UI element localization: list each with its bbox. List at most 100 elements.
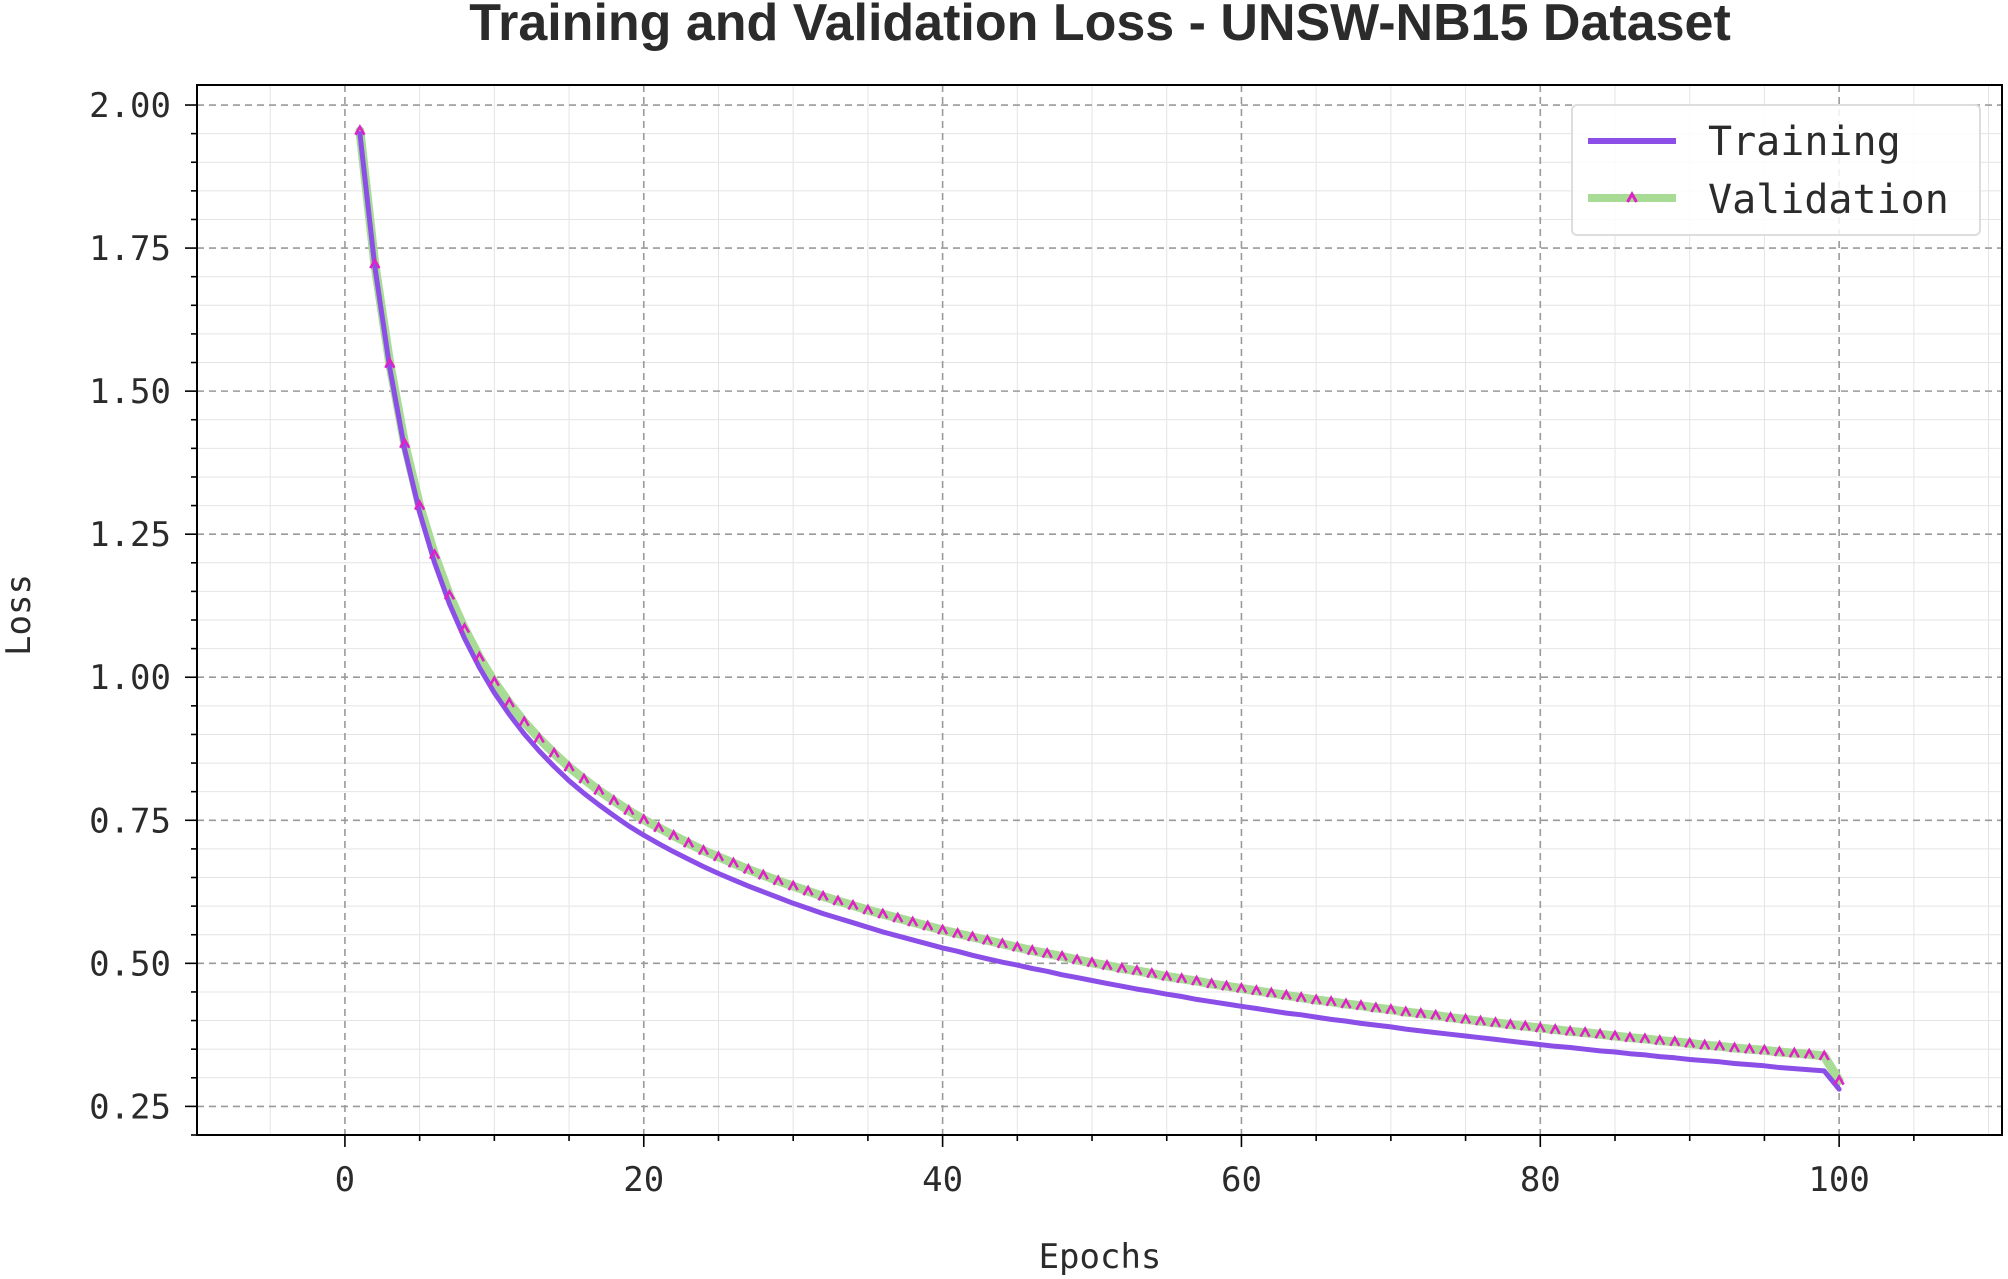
validation-marker (1071, 953, 1083, 965)
major-gridlines (197, 85, 2002, 1135)
validation-marker (638, 813, 650, 825)
validation-marker (1803, 1047, 1815, 1059)
validation-marker (458, 621, 471, 634)
y-tick-label: 1.50 (89, 372, 171, 412)
validation-marker (653, 821, 665, 833)
validation-marker (922, 919, 934, 931)
x-axis-ticks: 0 20 40 60 80 100 (335, 1135, 1915, 1200)
validation-marker (578, 772, 590, 784)
validation-marker (1699, 1038, 1711, 1050)
validation-marker (1146, 966, 1158, 979)
validation-marker (563, 760, 575, 772)
validation-marker (1415, 1007, 1427, 1019)
legend-validation-label: Validation (1708, 177, 1949, 223)
validation-marker (503, 696, 515, 708)
validation-marker (1459, 1012, 1472, 1025)
legend-training-label: Training (1708, 119, 1901, 165)
validation-marker (1474, 1014, 1487, 1026)
x-tick-label: 0 (335, 1160, 355, 1200)
validation-marker (697, 843, 710, 856)
validation-marker (1579, 1025, 1591, 1038)
validation-marker (443, 588, 456, 601)
validation-marker (1295, 991, 1307, 1003)
validation-marker (966, 930, 979, 942)
validation-marker (1684, 1036, 1696, 1049)
validation-marker (1280, 988, 1292, 1001)
validation-marker (1056, 949, 1068, 962)
validation-marker (757, 868, 769, 880)
x-tick-label: 100 (1808, 1160, 1869, 1200)
validation-marker (951, 926, 964, 939)
y-tick-label: 2.00 (89, 86, 171, 126)
plot-frame (196, 84, 2003, 1136)
validation-marker (1041, 946, 1053, 959)
validation-marker (518, 715, 530, 727)
validation-marker (1669, 1035, 1681, 1047)
validation-marker (802, 884, 814, 896)
validation-marker (1161, 969, 1173, 982)
validation-marker (1340, 997, 1352, 1009)
validation-marker (877, 907, 889, 919)
validation-marker (1026, 944, 1038, 956)
validation-marker (892, 911, 904, 923)
validation-marker (1788, 1046, 1800, 1058)
validation-marker (384, 357, 396, 369)
validation-marker (354, 124, 366, 136)
validation-marker (1818, 1049, 1830, 1061)
validation-marker (1176, 972, 1188, 984)
validation-marker (1325, 995, 1337, 1007)
y-tick-label: 1.00 (89, 658, 171, 698)
y-tick-label: 0.50 (89, 944, 171, 984)
validation-marker (1713, 1039, 1726, 1051)
validation-marker (996, 937, 1009, 949)
validation-marker (1116, 961, 1128, 974)
validation-marker (1534, 1021, 1546, 1033)
validation-marker (413, 498, 426, 511)
validation-marker (981, 933, 994, 946)
validation-marker (1220, 979, 1233, 991)
validation-marker (1609, 1029, 1621, 1041)
validation-marker (1773, 1045, 1786, 1057)
y-tick-label: 1.25 (89, 515, 171, 555)
validation-marker (1654, 1033, 1666, 1046)
validation-marker (1728, 1041, 1741, 1053)
validation-marker (727, 856, 740, 868)
y-tick-label: 0.75 (89, 801, 171, 841)
validation-marker (787, 879, 799, 891)
validation-marker (623, 803, 635, 816)
validation-marker (1265, 986, 1277, 998)
x-tick-label: 40 (922, 1160, 963, 1200)
validation-marker (742, 862, 755, 875)
validation-marker (428, 548, 441, 560)
validation-marker (1833, 1073, 1845, 1086)
validation-marker (1624, 1031, 1636, 1043)
validation-marker (1250, 984, 1263, 996)
validation-marker (399, 437, 411, 449)
validation-marker (1190, 974, 1203, 986)
validation-marker (907, 915, 919, 927)
validation-marker (668, 829, 680, 841)
validation-marker (1549, 1023, 1561, 1035)
y-tick-label: 0.25 (89, 1087, 171, 1127)
validation-marker (1504, 1017, 1517, 1030)
y-axis-ticks: 0.25 0.50 0.75 1.00 1.25 1.50 1.75 2.00 (89, 86, 197, 1136)
validation-marker (533, 731, 545, 744)
validation-marker (1430, 1008, 1442, 1021)
validation-marker (1370, 1001, 1382, 1013)
legend-validation-marker (1626, 190, 1638, 203)
validation-marker (682, 836, 695, 848)
validation-marker (817, 889, 829, 902)
validation-marker (832, 894, 844, 906)
validation-marker (862, 903, 874, 915)
x-axis-label: Epochs (1039, 1237, 1162, 1277)
validation-marker (1519, 1019, 1531, 1031)
validation-marker (712, 850, 725, 862)
legend: Training Validation (1571, 104, 1981, 236)
validation-marker (1743, 1042, 1756, 1054)
validation-marker (1639, 1032, 1651, 1044)
validation-marker (1355, 999, 1367, 1011)
validation-marker (1594, 1027, 1606, 1039)
validation-marker (369, 257, 381, 269)
validation-marker (1444, 1011, 1457, 1023)
